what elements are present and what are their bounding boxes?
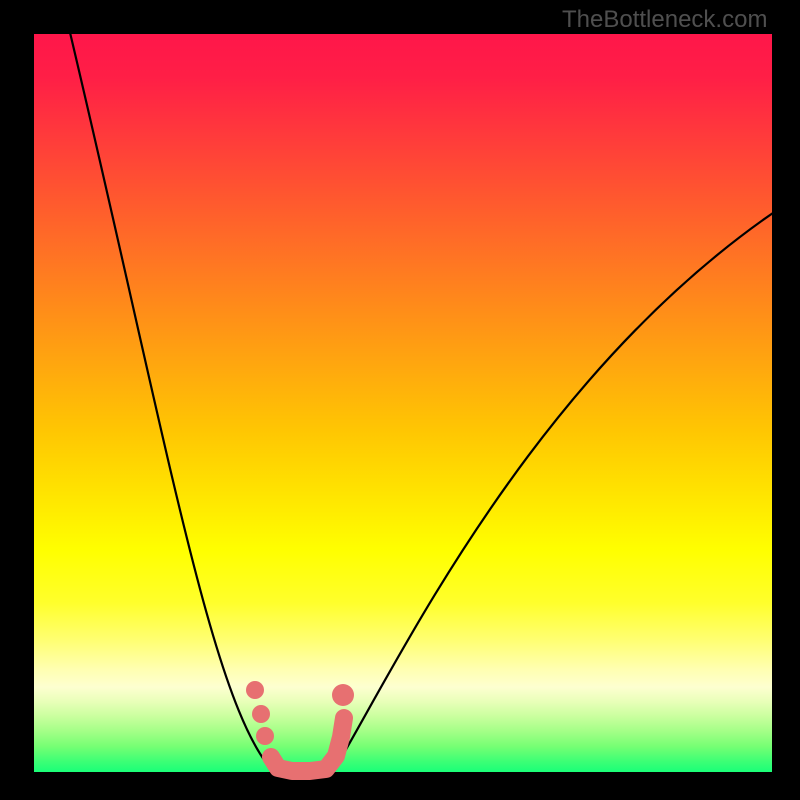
marker-dot-3	[332, 684, 354, 706]
marker-dot-1	[252, 705, 270, 723]
marker-dot-0	[246, 681, 264, 699]
curve-left	[63, 3, 272, 770]
chart-frame: TheBottleneck.com	[0, 0, 800, 800]
curves-overlay	[0, 0, 800, 800]
curve-right	[334, 195, 800, 770]
marker-dot-2	[256, 727, 274, 745]
watermark-text: TheBottleneck.com	[562, 6, 767, 34]
marker-trough	[271, 718, 344, 771]
